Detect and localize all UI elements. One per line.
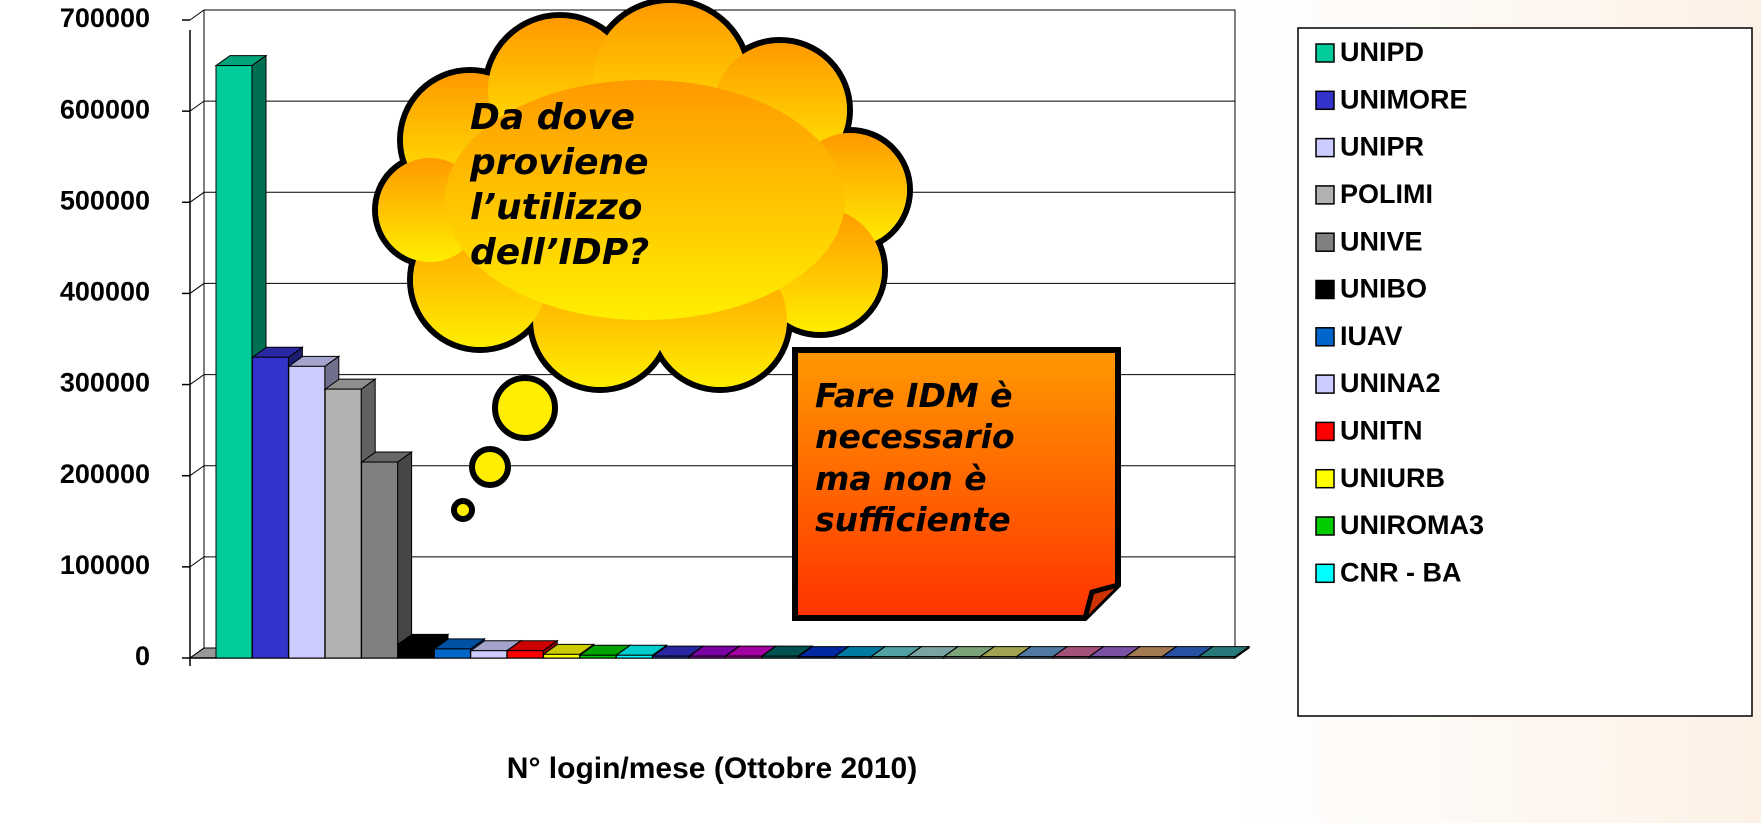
- bar: [325, 389, 361, 658]
- legend-label: POLIMI: [1340, 179, 1433, 209]
- bar: [434, 649, 470, 658]
- legend-label: UNIROMA3: [1340, 510, 1484, 540]
- legend-swatch: [1316, 186, 1334, 204]
- bar: [1090, 657, 1126, 658]
- bar: [980, 657, 1016, 658]
- bar: [653, 656, 689, 658]
- legend-label: UNITN: [1340, 416, 1423, 446]
- bar: [835, 657, 871, 658]
- bar: [1017, 657, 1053, 658]
- legend-swatch: [1316, 422, 1334, 440]
- legend-label: UNIBO: [1340, 274, 1427, 304]
- bar: [1126, 657, 1162, 658]
- legend-label: IUAV: [1340, 321, 1403, 351]
- bar-side: [398, 452, 412, 658]
- bar: [580, 655, 616, 658]
- legend-swatch: [1316, 281, 1334, 299]
- bar: [726, 656, 762, 658]
- x-axis-title: N° login/mese (Ottobre 2010): [507, 752, 917, 785]
- legend-label: UNIPR: [1340, 132, 1424, 162]
- y-tick-label: 700000: [60, 3, 150, 33]
- y-tick-label: 100000: [60, 550, 150, 580]
- bar: [944, 657, 980, 658]
- bar: [689, 656, 725, 658]
- bar: [616, 655, 652, 658]
- legend-swatch: [1316, 328, 1334, 346]
- legend-label: UNIMORE: [1340, 84, 1468, 114]
- legend-swatch: [1316, 564, 1334, 582]
- bar: [398, 644, 434, 658]
- legend-label: UNIVE: [1340, 226, 1423, 256]
- note-text: Fare IDM è necessario ma non è sufficien…: [815, 375, 1045, 540]
- legend-swatch: [1316, 139, 1334, 157]
- bar: [1053, 657, 1089, 658]
- bar: [544, 654, 580, 658]
- y-tick-label: 500000: [60, 185, 150, 215]
- bar: [762, 656, 798, 658]
- bar: [908, 657, 944, 658]
- bar: [507, 651, 543, 658]
- legend-swatch: [1316, 233, 1334, 251]
- bar: [289, 366, 325, 658]
- legend-label: UNIURB: [1340, 463, 1445, 493]
- bar: [1162, 657, 1198, 658]
- y-tick-label: 400000: [60, 277, 150, 307]
- legend-swatch: [1316, 91, 1334, 109]
- legend-label: UNINA2: [1340, 368, 1441, 398]
- bar: [798, 657, 834, 658]
- page: 0 100000 200000 300000 400000 500000 600000 700…: [0, 0, 1761, 823]
- bar: [252, 357, 288, 658]
- bar: [216, 66, 252, 658]
- y-tick-label: 200000: [60, 459, 150, 489]
- bar: [1199, 657, 1235, 658]
- bar: [471, 651, 507, 658]
- bar: [871, 657, 907, 658]
- y-tick-label: 300000: [60, 368, 150, 398]
- legend-swatch: [1316, 375, 1334, 393]
- legend-label: CNR - BA: [1340, 557, 1462, 587]
- y-tick-label: 0: [135, 641, 150, 671]
- legend-label: UNIPD: [1340, 37, 1424, 67]
- cloud-text: Da dove proviene l’utilizzo dell’IDP?: [470, 95, 700, 275]
- legend-swatch: [1316, 44, 1334, 62]
- y-tick-label: 600000: [60, 94, 150, 124]
- bar: [362, 462, 398, 658]
- legend-swatch: [1316, 517, 1334, 535]
- legend-swatch: [1316, 470, 1334, 488]
